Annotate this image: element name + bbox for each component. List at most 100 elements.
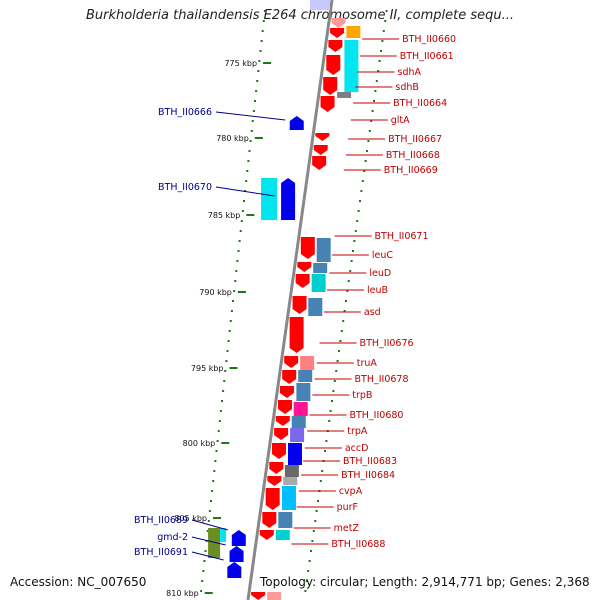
rail-dot xyxy=(201,580,204,582)
rail-dot xyxy=(363,170,366,172)
forward-gene-arrow xyxy=(297,262,312,272)
rail-dot xyxy=(247,160,250,162)
gene-label-left: BTH_II0691 xyxy=(134,547,188,558)
rail-dot xyxy=(321,470,324,472)
gene-feature-band xyxy=(298,370,313,382)
label-leader xyxy=(215,186,275,197)
reverse-gene-arrow xyxy=(281,178,296,220)
rail-dot xyxy=(250,130,253,132)
accession-text: Accession: NC_007650 xyxy=(10,575,147,589)
rail-dot xyxy=(354,230,357,232)
gene-label-right: BTH_II0683 xyxy=(343,456,397,467)
rail-dot xyxy=(345,300,347,302)
forward-gene-arrow xyxy=(328,40,343,52)
forward-gene-arrow xyxy=(284,356,299,368)
label-leader xyxy=(215,111,286,121)
gene-feature-band xyxy=(296,383,311,401)
rail-dot xyxy=(339,340,342,342)
rail-dot xyxy=(234,280,237,282)
forward-gene-arrow xyxy=(323,77,338,95)
gene-label-left: BTH_II0689 xyxy=(134,515,188,526)
rail-dot xyxy=(257,70,260,72)
gene-label-right: BTH_II0680 xyxy=(349,410,403,421)
rail-dot xyxy=(249,140,252,142)
rail-dot xyxy=(324,450,326,452)
rail-dot xyxy=(223,380,226,382)
rail-dot xyxy=(331,400,333,402)
rail-dot xyxy=(226,350,229,352)
rail-dot xyxy=(205,540,208,542)
forward-gene-arrow xyxy=(313,145,328,155)
rail-dot xyxy=(346,290,349,292)
rail-dot xyxy=(332,390,335,392)
gene-label-right: leuC xyxy=(372,250,394,261)
rail-dot xyxy=(352,250,354,252)
forward-gene-arrow xyxy=(295,274,310,288)
gene-feature-band xyxy=(311,274,326,292)
rail-dot xyxy=(219,410,222,412)
rail-dot xyxy=(210,500,212,502)
gene-label-right: purF xyxy=(337,502,358,513)
rail-dot xyxy=(232,300,234,302)
rail-dot xyxy=(254,100,256,102)
forward-gene-arrow xyxy=(300,237,315,259)
rail-dot xyxy=(382,30,385,32)
gene-feature-band xyxy=(275,530,290,540)
rail-dot xyxy=(357,210,360,212)
gene-label-right: sdhA xyxy=(398,67,422,78)
rail-dot xyxy=(237,250,240,252)
rail-dot xyxy=(347,280,350,282)
gene-label-right: BTH_II0664 xyxy=(393,98,447,109)
gene-label-right: BTH_II0676 xyxy=(360,338,414,349)
rail-dot xyxy=(228,330,231,332)
rail-dot xyxy=(377,70,380,72)
gene-label-right: asd xyxy=(364,307,381,318)
rail-dot xyxy=(236,260,239,262)
gene-feature-band xyxy=(278,512,293,528)
tick-label: 805 kbp xyxy=(174,514,207,523)
rail-dot xyxy=(227,340,230,342)
gene-feature-band xyxy=(337,92,352,98)
rail-dot xyxy=(218,420,221,422)
forward-gene-arrow xyxy=(274,428,289,440)
reverse-gene-arrow xyxy=(289,116,304,130)
forward-gene-arrow xyxy=(289,317,304,353)
rail-dot xyxy=(204,550,207,552)
gene-feature-band xyxy=(267,592,282,600)
rail-dot xyxy=(239,230,242,232)
forward-gene-arrow xyxy=(326,55,341,75)
rail-dot xyxy=(374,90,377,92)
reverse-gene-arrow xyxy=(229,546,244,562)
rail-dot xyxy=(238,240,241,242)
rail-dot xyxy=(329,410,332,412)
gene-feature-band xyxy=(290,428,305,442)
rail-dot xyxy=(375,80,378,82)
forward-gene-arrow xyxy=(282,370,297,384)
rail-dot xyxy=(335,370,338,372)
rail-dot xyxy=(246,170,249,172)
forward-gene-arrow xyxy=(278,400,292,414)
tick-label: 790 kbp xyxy=(199,288,232,297)
rail-dot xyxy=(214,460,217,462)
rail-dot xyxy=(217,430,220,432)
rail-dot xyxy=(212,480,215,482)
rail-dot xyxy=(263,10,266,12)
tick-label: 800 kbp xyxy=(183,439,216,448)
gene-label-right: truA xyxy=(357,358,378,369)
gene-feature-band xyxy=(316,238,331,262)
gene-feature-band xyxy=(261,178,278,220)
rail-dot xyxy=(245,180,248,182)
rail-dot xyxy=(336,360,339,362)
rail-dot xyxy=(373,100,375,102)
gene-feature-band xyxy=(208,528,221,558)
rail-dot xyxy=(200,590,203,592)
rail-dot xyxy=(262,20,265,22)
rail-dot xyxy=(235,270,238,272)
rail-dot xyxy=(240,220,243,222)
gene-feature-band xyxy=(344,40,359,92)
forward-gene-arrow xyxy=(269,462,284,474)
gene-feature-band xyxy=(293,402,308,416)
rail-dot xyxy=(325,440,328,442)
gene-label-right: BTH_II0668 xyxy=(386,150,440,161)
